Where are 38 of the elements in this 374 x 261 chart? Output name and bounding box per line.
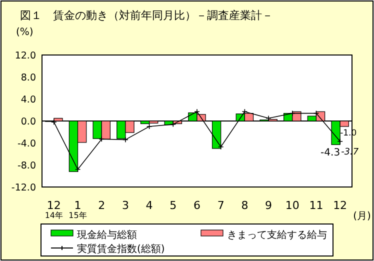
legend-label: きまって支給する給与 <box>227 229 327 241</box>
x-tick-label: 9 <box>265 199 272 212</box>
y-tick-label: 4.0 <box>20 94 36 106</box>
legend-label: 実質賃金指数(総額) <box>77 243 165 255</box>
y-tick-label: -12.0 <box>11 182 36 194</box>
point <box>266 115 272 122</box>
point <box>242 108 248 115</box>
x-tick-label: 7 <box>217 199 224 212</box>
y-tick-label: 12.0 <box>14 50 36 62</box>
x-tick-label: 4 <box>146 199 153 212</box>
x-tick-label: 3 <box>122 199 129 212</box>
x-axis-title: (月) <box>353 211 371 222</box>
y-tick-label: 8.0 <box>20 72 36 84</box>
point <box>122 136 128 143</box>
point <box>146 124 152 130</box>
point <box>194 108 200 115</box>
point <box>289 110 296 116</box>
x-tick-label: 10 <box>285 199 300 212</box>
y-axis-title: (%) <box>16 27 34 38</box>
data-label: -4.3 <box>320 148 340 159</box>
y-tick-label: -8.0 <box>17 160 36 172</box>
point <box>74 166 81 172</box>
point <box>98 136 105 142</box>
point <box>170 121 176 128</box>
y-tick-label: 0.0 <box>20 116 36 128</box>
chart-title: 図１ 賃金の動き（対前年同月比）－調査産業計－ <box>20 9 273 22</box>
x-tick-label: 6 <box>194 199 200 212</box>
x-tick-label: 5 <box>170 199 177 212</box>
x-tick-label: 1 15年 <box>68 199 87 220</box>
x-tick-label: 11 <box>309 199 324 212</box>
x-tick-label: 12 <box>333 199 348 212</box>
x-tick-label: 12 14年 <box>44 199 64 220</box>
x-tick-label: 2 <box>98 199 106 212</box>
legend-label: 現金給与総額 <box>77 229 137 241</box>
x-tick-label: 8 <box>241 199 248 212</box>
point <box>218 144 224 150</box>
y-tick-label: -4.0 <box>17 138 36 150</box>
point <box>313 110 320 116</box>
